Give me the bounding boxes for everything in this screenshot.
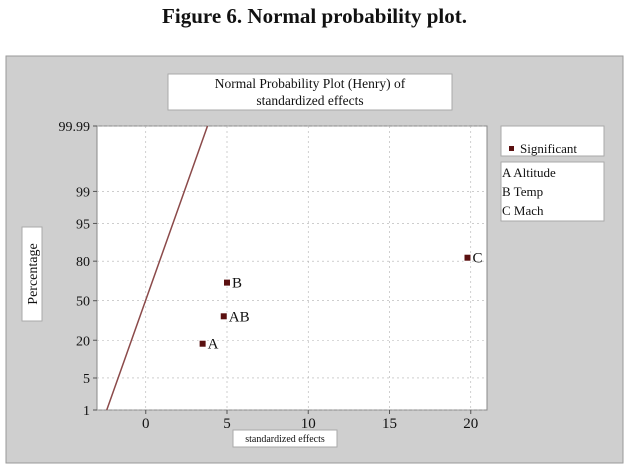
x-tick-label: 5 [223,416,231,432]
y-axis-label: Percentage [26,243,41,304]
grid [97,125,487,411]
y-tick-label: 5 [83,372,90,387]
plot-area [96,125,488,411]
x-axis-label: standardized effects [245,434,325,445]
legend-significant-marker [509,146,514,151]
chart-title-line-2: standardized effects [256,93,363,108]
y-tick-label: 80 [76,255,90,270]
x-axis-label-frame [232,429,338,448]
point-label-a: A [208,337,219,353]
legend-factor-a: A Altitude [502,165,556,180]
legend-factors-box [500,161,605,222]
x-tick-label: 10 [301,416,316,432]
point-label-b: B [232,276,242,292]
title-box-frame [167,73,453,111]
point-marker-a [199,340,206,347]
data-points: A AB B C [198,251,483,353]
legend-significant-box [500,125,605,157]
point-label-c: C [473,251,483,267]
y-axis-label-frame [21,226,43,322]
y-tick-label: 1 [83,404,90,419]
reference-line [106,125,209,411]
legend-significant-label: Significant [520,141,577,156]
legend-factor-b: B Temp [502,184,543,199]
point-marker-b [224,279,230,286]
y-tick-label: 99.99 [59,120,91,135]
x-tick-label: 0 [142,416,150,432]
y-tick-label: 99 [76,185,90,200]
chart-title-line-1: Normal Probability Plot (Henry) of [215,76,406,91]
y-tick-label: 50 [76,295,90,310]
y-tick-label: 95 [76,217,90,232]
legend-factor-c: C Mach [502,203,544,218]
point-marker-c [464,254,471,261]
y-tick-label: 20 [76,334,90,349]
x-tick-label: 20 [463,416,478,432]
legend: Significant A Altitude B Temp C Mach [500,125,605,222]
y-axis-label-box: Percentage [21,226,43,322]
x-axis-label-box: standardized effects [232,429,338,448]
title-box: Normal Probability Plot (Henry) of stand… [167,73,453,111]
x-ticks: 0 5 10 15 20 [142,410,478,432]
x-tick-label: 15 [382,416,397,432]
point-marker-ab [220,313,227,320]
figure-caption: Figure 6. Normal probability plot. [162,4,467,28]
y-ticks: 1 5 20 50 80 95 99 99.99 [59,120,97,419]
point-label-ab: AB [229,309,250,325]
